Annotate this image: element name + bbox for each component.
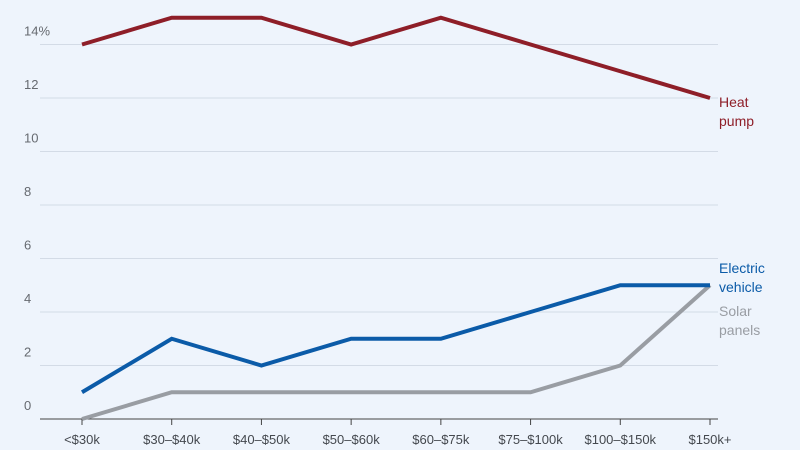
- y-tick-label: 2: [24, 345, 31, 360]
- y-axis-tick-labels: 0 2 4 6 8 10 12 14%: [24, 24, 50, 414]
- y-tick-label: 4: [24, 291, 31, 306]
- series-label-electric-vehicle: Electric vehicle: [719, 260, 765, 295]
- series-labels: Heat pump Electric vehicle Solar panels: [719, 94, 765, 338]
- series-lines: [80, 15, 712, 421]
- x-tick-label: $60–$75k: [412, 432, 470, 447]
- y-tick-label: 0: [24, 398, 31, 413]
- series-line-electric-vehicle: [80, 283, 710, 394]
- x-tick-label: $150k+: [688, 432, 731, 447]
- y-tick-label: 14%: [24, 24, 50, 39]
- y-tick-label: 8: [24, 184, 31, 199]
- series-line-heat-pump: [81, 15, 711, 100]
- series-line-solar-panels: [81, 283, 712, 421]
- x-tick-label: $40–$50k: [233, 432, 291, 447]
- x-tick-label: $30–$40k: [143, 432, 201, 447]
- y-tick-label: 10: [24, 131, 38, 146]
- x-tick-label: $100–$150k: [584, 432, 656, 447]
- x-tick-label: $75–$100k: [498, 432, 563, 447]
- y-tick-label: 12: [24, 77, 38, 92]
- series-label-heat-pump: Heat pump: [719, 94, 754, 129]
- y-tick-label: 6: [24, 238, 31, 253]
- x-axis: <$30k $30–$40k $40–$50k $50–$60k $60–$75k $75…: [40, 418, 732, 447]
- x-tick-label: $50–$60k: [323, 432, 381, 447]
- gridlines: [40, 44, 718, 366]
- x-tick-label: <$30k: [64, 432, 100, 447]
- series-label-solar-panels: Solar panels: [719, 303, 760, 338]
